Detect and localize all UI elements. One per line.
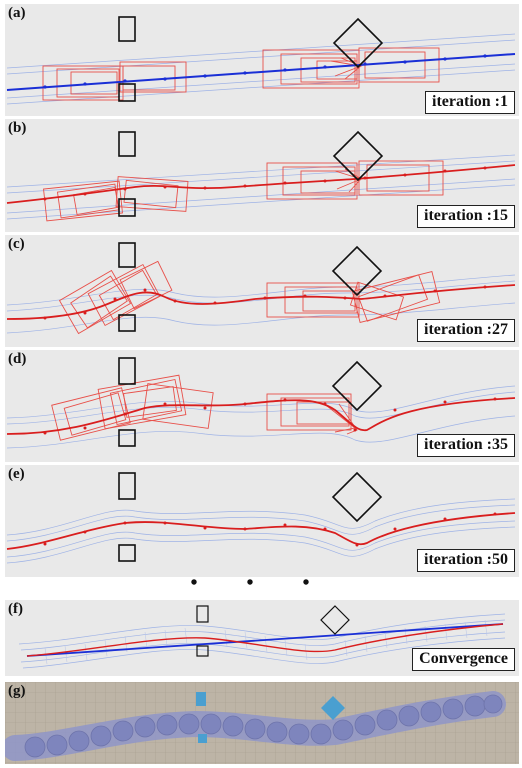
- panel-c-plot: [6, 242, 516, 335]
- photo-obstacle-diamond: [321, 696, 345, 720]
- panel-a-plot: [6, 16, 516, 105]
- iteration-label: iteration :27: [417, 319, 515, 342]
- convergence-label: Convergence: [412, 648, 515, 671]
- footprint-band: [6, 498, 516, 564]
- optimized-path: [6, 397, 516, 435]
- panel-d: (d) iteration :35: [5, 350, 519, 462]
- obstacle-upper-rect: [118, 242, 136, 268]
- obstacle-diamond: [320, 605, 350, 635]
- obstacle-upper-rect: [118, 131, 136, 157]
- panel-f-plot: [18, 605, 506, 669]
- optimized-path: [6, 512, 516, 550]
- obstacle-upper-rect: [118, 16, 136, 42]
- panel-g-photo: (g): [5, 682, 519, 764]
- active-footprints-right: [266, 271, 441, 323]
- obstacle-lower-rect: [118, 314, 136, 332]
- path-nodes: [43, 397, 497, 435]
- optimized-path: [6, 164, 516, 204]
- path-nodes: [43, 285, 487, 320]
- active-footprints-left: [58, 260, 173, 335]
- obstacle-lower-rect: [118, 198, 136, 217]
- photo-obstacle-upper: [196, 692, 206, 706]
- obstacle-lower-rect: [196, 645, 209, 657]
- active-footprints-right: [266, 393, 358, 435]
- panel-a: (a) iteration :1: [5, 4, 519, 116]
- obstacle-diamond: [331, 245, 383, 297]
- obstacle-upper-rect: [196, 605, 209, 623]
- obstacle-diamond: [331, 360, 383, 412]
- obstacle-upper-rect: [118, 357, 136, 385]
- obstacle-lower-rect: [118, 544, 136, 562]
- obstacle-upper-rect: [118, 472, 136, 500]
- panel-e: (e) iteration :50: [5, 465, 519, 577]
- obstacle-diamond: [331, 471, 383, 523]
- path-nodes: [43, 166, 487, 201]
- initial-path: [6, 53, 516, 91]
- robot-segments: [24, 694, 503, 758]
- panel-b: (b) iteration :15: [5, 119, 519, 232]
- active-footprints-right: [266, 160, 444, 200]
- iteration-label: iteration :50: [417, 549, 515, 572]
- panel-f: (f) Convergence: [5, 600, 519, 676]
- panel-label: (d): [8, 351, 27, 367]
- panel-label: (f): [8, 601, 23, 617]
- iteration-label: iteration :15: [417, 205, 515, 228]
- initial-path: [26, 623, 504, 657]
- panel-label: (g): [8, 683, 26, 699]
- panel-label: (e): [8, 466, 25, 482]
- optimized-path: [6, 284, 516, 320]
- optimized-path: [26, 623, 504, 657]
- iteration-label: iteration :1: [425, 91, 515, 114]
- panel-e-plot: [6, 471, 516, 564]
- obstacle-lower-rect: [118, 83, 136, 102]
- active-footprints-left: [43, 176, 189, 222]
- photo-scene: [5, 682, 519, 764]
- active-footprints-right: [262, 47, 440, 89]
- iteration-label: iteration :35: [417, 434, 515, 457]
- path-nodes: [43, 512, 497, 547]
- footprint-band: [6, 274, 516, 334]
- ellipsis: • • •: [190, 572, 332, 594]
- path-nodes: [43, 54, 487, 89]
- obstacle-diamond: [332, 17, 384, 69]
- panel-c: (c) iteration :27: [5, 235, 519, 347]
- obstacle-diamond: [332, 130, 384, 182]
- panel-b-plot: [6, 130, 516, 222]
- panel-label: (b): [8, 120, 27, 136]
- footprint-band: [6, 33, 516, 105]
- panel-label: (a): [8, 5, 26, 21]
- photo-obstacle-lower: [198, 734, 207, 743]
- panel-label: (c): [8, 236, 25, 252]
- active-footprints-left: [51, 374, 214, 441]
- obstacle-lower-rect: [118, 429, 136, 447]
- panel-d-plot: [6, 357, 516, 449]
